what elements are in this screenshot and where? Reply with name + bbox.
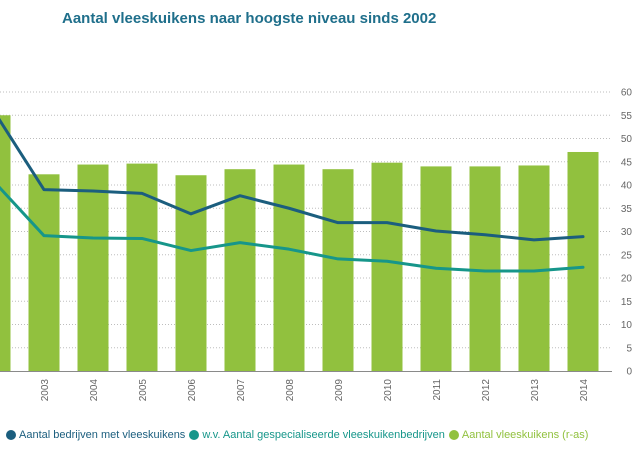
y-tick-label: 40: [621, 181, 633, 192]
x-tick-label: 2004: [89, 379, 100, 402]
series-line: [0, 185, 585, 273]
x-tick-label: 2003: [40, 379, 51, 402]
bar: [224, 169, 256, 371]
x-tick-label: 2002: [0, 379, 2, 402]
legend-item-vleeskuikens[interactable]: Aantal vleeskuikens (r-as): [448, 429, 589, 441]
x-tick-label: 2009: [334, 379, 345, 402]
series-line: [0, 117, 585, 242]
bar: [322, 169, 354, 371]
y-axis-ticks: 0 5 10 15 20 25 30 35 40 45 50 55 60: [621, 88, 633, 378]
legend-item-bedrijven[interactable]: Aantal bedrijven met vleeskuikens: [6, 429, 185, 441]
x-tick-label: 2007: [236, 379, 247, 402]
x-tick-label: 2006: [187, 379, 198, 402]
x-axis-ticks: 2002 2003 2004 2005 2006 2007 2008 2009 2010 2011…: [0, 379, 590, 402]
bar: [371, 162, 403, 371]
legend-marker-icon: [6, 430, 16, 440]
y-tick-label: 25: [621, 250, 633, 261]
x-tick-label: 2012: [481, 379, 492, 402]
y-tick-label: 5: [626, 343, 632, 354]
bar: [469, 166, 501, 371]
y-tick-label: 30: [621, 227, 633, 238]
legend-label: w.v. Aantal gespecialiseerde vleeskuiken…: [202, 429, 445, 441]
y-tick-label: 15: [621, 297, 633, 308]
bar: [77, 164, 109, 371]
bar: [273, 164, 305, 371]
y-tick-label: 10: [621, 320, 633, 331]
bar: [175, 175, 207, 371]
legend-label: Aantal bedrijven met vleeskuikens: [19, 429, 186, 441]
y-tick-label: 20: [621, 274, 633, 285]
x-tick-label: 2014: [579, 379, 590, 402]
y-tick-label: 55: [621, 111, 633, 122]
legend-marker-icon: [189, 430, 200, 440]
y-tick-label: 0: [626, 367, 632, 378]
bar-series: [0, 115, 599, 371]
x-tick-label: 2008: [285, 379, 296, 402]
x-tick-label: 2005: [138, 379, 149, 402]
line-series: [0, 117, 585, 273]
bar: [0, 115, 11, 371]
x-tick-label: 2010: [383, 379, 394, 402]
legend-label: Aantal vleeskuikens (r-as): [461, 429, 589, 441]
y-tick-label: 60: [621, 88, 633, 99]
y-tick-label: 35: [621, 204, 633, 215]
legend-marker-icon: [448, 430, 459, 440]
x-tick-label: 2011: [432, 379, 443, 401]
legend-item-gespecialiseerd[interactable]: w.v. Aantal gespecialiseerde vleeskuiken…: [189, 429, 445, 441]
x-tick-label: 2013: [530, 379, 541, 402]
chart-title: Aantal vleeskuikens naar hoogste niveau …: [62, 10, 437, 27]
bar: [567, 151, 599, 371]
gridlines: [0, 91, 612, 372]
legend: Aantal bedrijven met vleeskuikens w.v. A…: [6, 429, 592, 441]
y-tick-label: 50: [621, 134, 633, 145]
bar: [518, 165, 550, 371]
y-tick-label: 45: [621, 157, 633, 168]
bar: [28, 174, 60, 371]
